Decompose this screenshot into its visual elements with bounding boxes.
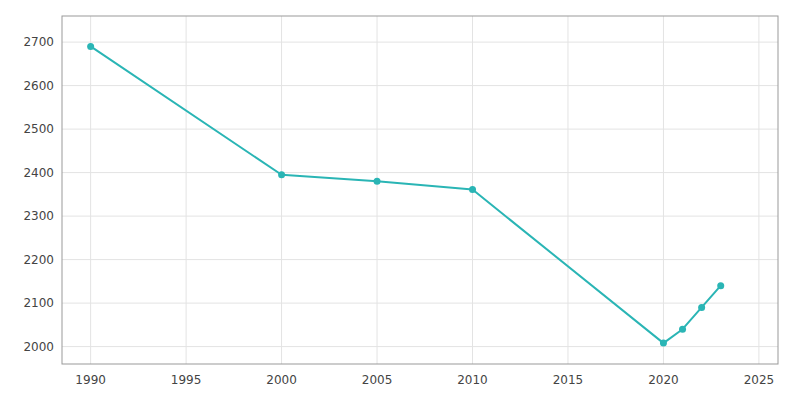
x-grid-line: [663, 16, 664, 364]
y-grid-line: [62, 259, 778, 260]
y-tick-label: 2100: [23, 296, 54, 310]
y-tick-label: 2400: [23, 166, 54, 180]
x-tick-label: 2000: [266, 373, 297, 387]
point: [717, 282, 724, 289]
y-tick-label: 2200: [23, 253, 54, 267]
point: [374, 178, 381, 185]
x-grid-line: [567, 16, 568, 364]
y-grid-line: [62, 172, 778, 173]
x-grid-line: [377, 16, 378, 364]
y-grid-line: [62, 129, 778, 130]
x-tick-label: 1995: [171, 373, 202, 387]
x-tick-label: 1990: [75, 373, 106, 387]
y-tick-label: 2500: [23, 122, 54, 136]
y-grid-line: [62, 346, 778, 347]
y-tick-label: 2700: [23, 35, 54, 49]
point: [660, 340, 667, 347]
x-tick-label: 2015: [553, 373, 584, 387]
point: [87, 43, 94, 50]
chart-container: 1990 1995 2000 2005 2010 2015 2020 2025 2000 2100…: [0, 0, 800, 400]
x-tick-label: 2010: [457, 373, 488, 387]
y-tick-label: 2000: [23, 340, 54, 354]
x-tick-label: 2020: [648, 373, 679, 387]
y-grid-line: [62, 303, 778, 304]
chart: 1990 1995 2000 2005 2010 2015 2020 2025 2000 2100…: [0, 0, 800, 400]
data-layer: [87, 43, 724, 347]
line: [91, 46, 721, 343]
y-grid-line: [62, 85, 778, 86]
point: [278, 171, 285, 178]
x-grid-line: [90, 16, 91, 364]
x-grid-line: [758, 16, 759, 364]
grid: [62, 16, 778, 364]
point: [469, 186, 476, 193]
x-tick-label: 2025: [744, 373, 775, 387]
y-grid-line: [62, 216, 778, 217]
x-grid-line: [281, 16, 282, 364]
point: [679, 326, 686, 333]
axes: 1990 1995 2000 2005 2010 2015 2020 2025 2000 2100…: [23, 16, 778, 387]
y-tick-label: 2600: [23, 79, 54, 93]
x-tick-label: 2005: [362, 373, 393, 387]
y-grid-line: [62, 42, 778, 43]
point: [698, 304, 705, 311]
plot-frame: [62, 16, 778, 364]
y-tick-label: 2300: [23, 209, 54, 223]
x-grid-line: [186, 16, 187, 364]
